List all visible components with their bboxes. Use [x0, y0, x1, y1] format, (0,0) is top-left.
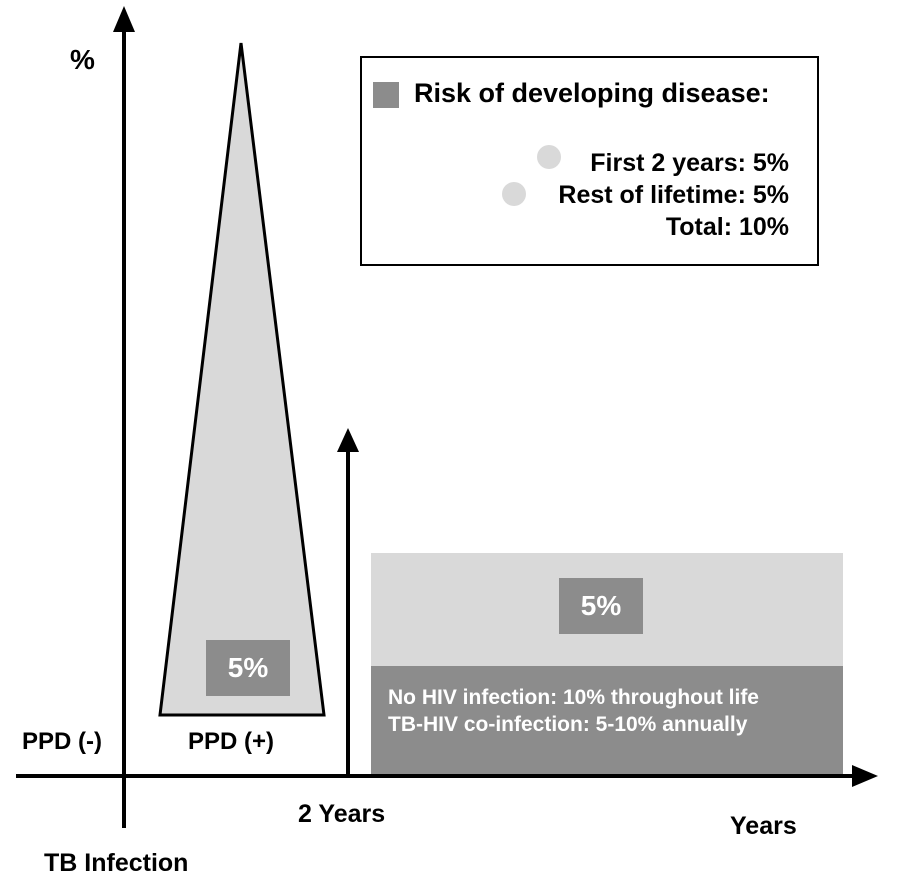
band-note-tb-hiv: TB-HIV co-infection: 5-10% annually: [388, 713, 748, 736]
y-axis-label: %: [70, 44, 95, 75]
band-percent-box: 5%: [559, 578, 643, 634]
legend-swatch: [373, 82, 399, 108]
x-axis-arrowhead: [852, 765, 878, 787]
two-year-axis-arrowhead: [337, 428, 359, 452]
legend-row-rest-lifetime: Rest of lifetime: 5%: [558, 181, 789, 209]
legend-box: Risk of developing disease: First 2 year…: [360, 56, 819, 266]
ppd-negative-label: PPD (-): [22, 728, 102, 755]
two-years-label: 2 Years: [298, 800, 386, 828]
y-axis-arrowhead: [113, 6, 135, 32]
tb-infection-label: TB Infection: [44, 849, 189, 877]
triangle-percent-box: 5%: [206, 640, 290, 696]
first-two-years-triangle: [158, 42, 326, 717]
lifetime-risk-band-dark: [371, 666, 843, 775]
x-axis-label: Years: [730, 812, 797, 840]
ppd-positive-label: PPD (+): [188, 728, 275, 755]
legend-title: Risk of developing disease:: [414, 78, 770, 108]
legend-dot-first-years: [537, 145, 561, 169]
band-note-no-hiv: No HIV infection: 10% throughout life: [388, 686, 759, 709]
legend-dot-rest-lifetime: [502, 182, 526, 206]
legend-row-total: Total: 10%: [665, 213, 789, 241]
legend-row-first-years: First 2 years: 5%: [590, 149, 789, 177]
